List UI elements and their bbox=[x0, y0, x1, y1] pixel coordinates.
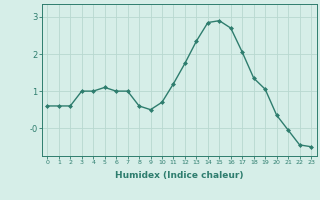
X-axis label: Humidex (Indice chaleur): Humidex (Indice chaleur) bbox=[115, 171, 244, 180]
